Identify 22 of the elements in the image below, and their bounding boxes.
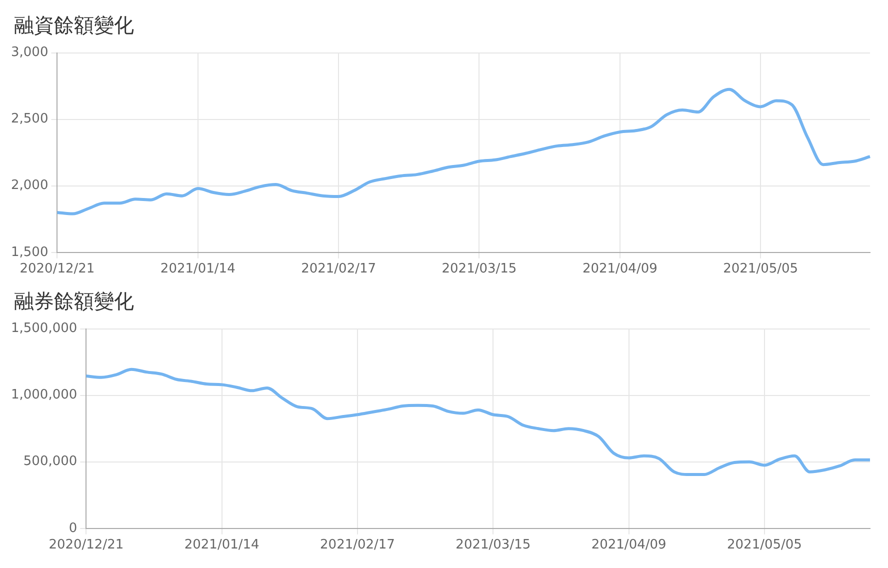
x-tick-label: 2021/03/15 xyxy=(456,538,531,553)
x-tick-label: 2021/02/17 xyxy=(320,538,395,553)
y-tick-label: 500,000 xyxy=(23,454,78,470)
x-tick-label: 2020/12/21 xyxy=(48,538,124,553)
x-tick-label: 2021/02/17 xyxy=(301,262,376,277)
y-tick-label: 2,500 xyxy=(11,112,48,127)
x-tick-label: 2021/04/09 xyxy=(591,538,666,553)
x-tick-label: 2021/01/14 xyxy=(160,262,236,277)
x-tick-label: 2021/05/05 xyxy=(723,262,798,277)
y-tick-label: 1,000,000 xyxy=(10,388,78,403)
y-tick-label: 0 xyxy=(68,520,78,536)
chart-title: 融資餘額變化 xyxy=(13,12,135,39)
x-tick-label: 2021/03/15 xyxy=(442,262,517,277)
x-tick-label: 2021/05/05 xyxy=(727,538,802,553)
x-tick-label: 2021/01/14 xyxy=(184,538,260,553)
x-tick-label: 2020/12/21 xyxy=(20,262,95,277)
y-tick-label: 2,000 xyxy=(11,178,48,194)
chart-title: 融券餘額變化 xyxy=(13,288,135,315)
y-tick-label: 3,000 xyxy=(11,45,48,60)
y-tick-label: 1,500 xyxy=(11,244,48,260)
x-tick-label: 2021/04/09 xyxy=(582,262,658,277)
y-tick-label: 1,500,000 xyxy=(10,321,78,336)
